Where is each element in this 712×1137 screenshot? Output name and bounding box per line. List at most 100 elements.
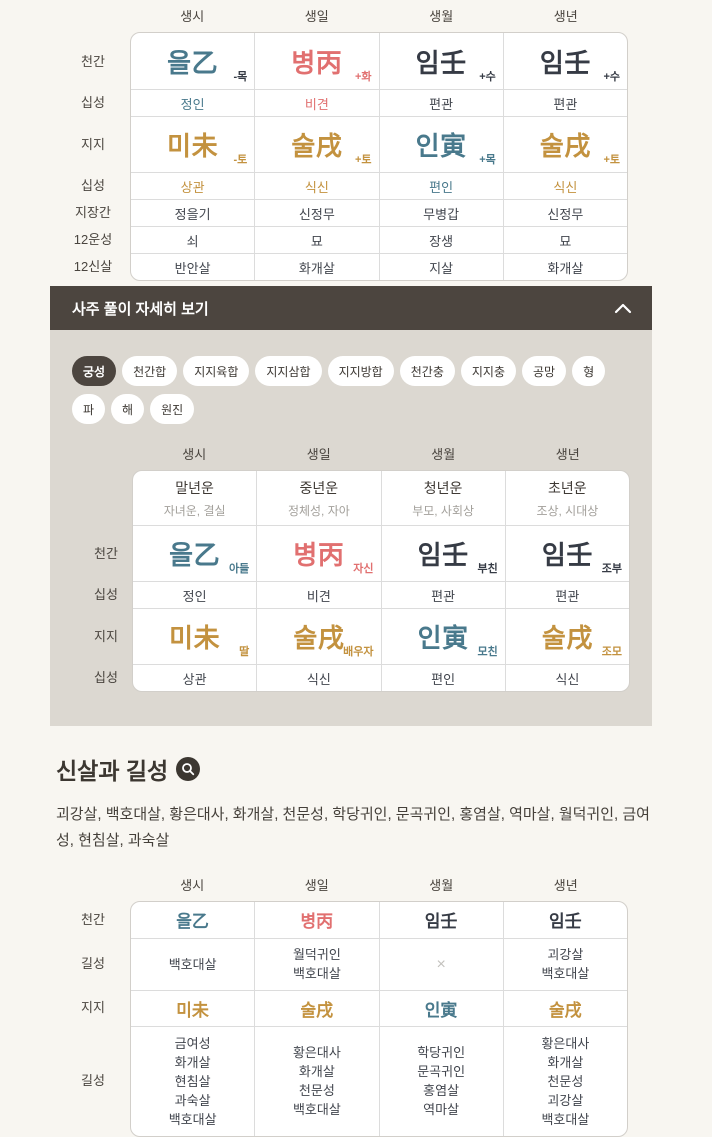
chip-지지육합[interactable]: 지지육합 bbox=[183, 356, 250, 386]
value-cell: 편관 bbox=[504, 582, 629, 608]
cell-text: 편인 bbox=[431, 671, 456, 687]
row-label: 길성 bbox=[81, 1073, 105, 1088]
row-label: 12신살 bbox=[73, 259, 113, 274]
value-cell: 편관 bbox=[502, 90, 627, 116]
chip-파[interactable]: 파 bbox=[72, 394, 106, 424]
table-row: 상관 식신 편인 식신 bbox=[131, 172, 627, 199]
row-label: 지지 bbox=[81, 136, 105, 152]
pillar-cell: 인寅 모친 bbox=[380, 609, 505, 664]
pillar-hanja: 병丙 bbox=[291, 47, 343, 78]
table-row: 미未 -토 술戌 +토 인寅 +목 술戌 +토 bbox=[131, 116, 627, 172]
gilseong-item: 금여성 bbox=[174, 1035, 211, 1051]
gilseong-cell: 금여성 화개살 현침살 과숙살 백호대살 bbox=[131, 1027, 254, 1136]
chip-지지충[interactable]: 지지충 bbox=[460, 356, 516, 386]
value-cell: 묘 bbox=[502, 227, 627, 253]
gilseong-item: 화개살 bbox=[174, 1054, 211, 1070]
value-cell: 장생 bbox=[378, 227, 503, 253]
column-header: 생년 bbox=[555, 447, 580, 462]
cell-text: 묘 bbox=[310, 233, 323, 249]
gilseong-item: 괴강살 bbox=[547, 947, 584, 962]
column-header: 생일 bbox=[304, 9, 329, 24]
gilseong-item: 백호대살 bbox=[541, 966, 590, 981]
gilseong-item: 현침살 bbox=[174, 1073, 211, 1089]
chip-지지삼합[interactable]: 지지삼합 bbox=[255, 356, 322, 386]
cell-text: 편관 bbox=[431, 588, 456, 604]
cell-text: 정을기 bbox=[174, 206, 211, 222]
row-label bbox=[80, 470, 132, 524]
table-row: 금여성 화개살 현침살 과숙살 백호대살 황은대사 화개살 천문성 백호대살 학당귀인 문곡귀인 홍염… bbox=[131, 1025, 627, 1136]
fortune-cell: 말년운 자녀운, 결실 bbox=[133, 471, 256, 525]
table-row: 정인 비견 편관 편관 bbox=[131, 89, 627, 116]
table-body: 천간 길성 지지 길성 을乙 병丙 임壬 임壬 백호대살 월덕귀인 백호대살 × 괴강살 백호대살 미未 술戌… bbox=[56, 900, 628, 1137]
row-label: 천간 bbox=[81, 53, 105, 69]
row-label: 천간 bbox=[81, 912, 105, 927]
column-header: 생년 bbox=[553, 9, 578, 24]
value-cell: 묘 bbox=[254, 227, 378, 253]
value-cell: 비견 bbox=[256, 582, 380, 608]
table-row: 반안살 화개살 지살 화개살 bbox=[131, 253, 627, 280]
column-header: 생일 bbox=[304, 877, 329, 893]
pillar-hanja: 미未 bbox=[167, 131, 219, 161]
value-cell: 비견 bbox=[254, 90, 378, 116]
pillar-hanja: 임壬 bbox=[549, 912, 582, 931]
header-spacer bbox=[80, 446, 132, 464]
search-icon[interactable] bbox=[176, 757, 201, 781]
pillar-hanja: 미未 bbox=[169, 623, 221, 653]
cell-text: 화개살 bbox=[547, 260, 584, 276]
cell-text: 화개살 bbox=[298, 260, 335, 276]
fortune-title: 초년운 bbox=[548, 479, 587, 496]
column-headers: 생시 생일 생월 생년 bbox=[56, 877, 628, 895]
value-cell: 반안살 bbox=[131, 254, 254, 280]
pillar-hanja: 술戌 bbox=[293, 623, 345, 653]
gilseong-item: 황은대사 bbox=[541, 1035, 590, 1051]
value-cell: 무병갑 bbox=[378, 200, 503, 226]
chip-지지방합[interactable]: 지지방합 bbox=[327, 356, 394, 386]
value-cell: 지살 bbox=[378, 254, 503, 280]
chip-형[interactable]: 형 bbox=[572, 356, 606, 386]
pillar-cell: 병丙 자신 bbox=[256, 526, 380, 581]
palace-table: 생시 생일 생월 생년 천간 십성 지지 십성 말년운 자녀운, 결실 중년운 정체성, 자아 청년운 부… bbox=[80, 446, 630, 692]
sinsal-heading: 신살과 길성 bbox=[56, 758, 169, 784]
fortune-title: 청년운 bbox=[423, 479, 463, 496]
chip-공망[interactable]: 공망 bbox=[521, 356, 567, 386]
gilseong-item: 황은대사 bbox=[292, 1045, 341, 1060]
cell-text: 묘 bbox=[559, 233, 572, 249]
gilseong-item: 천문성 bbox=[547, 1073, 584, 1089]
table-card: 말년운 자녀운, 결실 중년운 정체성, 자아 청년운 부모, 사회상 초년운 조상, 시대상… bbox=[132, 470, 630, 692]
fortune-title: 중년운 bbox=[299, 479, 339, 496]
gilseong-cell: 황은대사 화개살 천문성 백호대살 bbox=[254, 1026, 378, 1136]
gilseong-item: 역마살 bbox=[423, 1102, 460, 1117]
cell-text: 비견 bbox=[306, 588, 331, 604]
pillar-cell: 인寅 +목 bbox=[378, 117, 503, 172]
saju-detail-toggle[interactable]: 사주 풀이 자세히 보기 bbox=[50, 286, 652, 330]
gilseong-cell: 황은대사 화개살 천문성 괴강살 백호대살 bbox=[502, 1026, 627, 1136]
pillar-sub-label: -토 bbox=[233, 154, 248, 166]
value-cell: 정인 bbox=[131, 90, 254, 116]
table-row: 을乙 아들 병丙 자신 임壬 부친 임壬 조부 bbox=[133, 525, 629, 581]
gilseong-item: 홍염살 bbox=[423, 1083, 460, 1098]
gilseong-cell: 학당귀인 문곡귀인 홍염살 역마살 bbox=[378, 1026, 503, 1136]
cell-text: 신정무 bbox=[547, 206, 584, 222]
pillar-hanja: 을乙 bbox=[167, 47, 219, 78]
chip-원진[interactable]: 원진 bbox=[150, 394, 195, 424]
chip-해[interactable]: 해 bbox=[111, 394, 145, 424]
pillar-hanja: 인寅 bbox=[424, 1000, 458, 1020]
column-header: 생시 bbox=[182, 447, 207, 462]
fortune-title: 말년운 bbox=[175, 479, 214, 496]
chip-천간합[interactable]: 천간합 bbox=[122, 356, 178, 386]
table-card: 을乙 병丙 임壬 임壬 백호대살 월덕귀인 백호대살 × 괴강살 백호대살 미未 술戌 인寅 술戌 금여성 화… bbox=[130, 900, 628, 1137]
column-header: 생월 bbox=[429, 877, 454, 893]
value-cell: 상관 bbox=[133, 665, 256, 691]
value-cell: 쇠 bbox=[131, 227, 254, 253]
gilseong-item: 백호대살 bbox=[168, 1111, 217, 1127]
cell-text: 지살 bbox=[429, 260, 454, 276]
pillar-cell: 술戌 bbox=[502, 990, 627, 1026]
gilseong-item: 백호대살 bbox=[292, 966, 341, 981]
pillar-hanja: 인寅 bbox=[415, 131, 467, 161]
column-header: 생월 bbox=[431, 447, 456, 462]
chip-천간충[interactable]: 천간충 bbox=[399, 356, 455, 386]
header-spacer bbox=[56, 877, 130, 895]
pillar-sub-label: +화 bbox=[354, 71, 372, 83]
chip-궁성[interactable]: 궁성 bbox=[72, 356, 117, 386]
pillar-sub-label: 자신 bbox=[353, 563, 374, 575]
